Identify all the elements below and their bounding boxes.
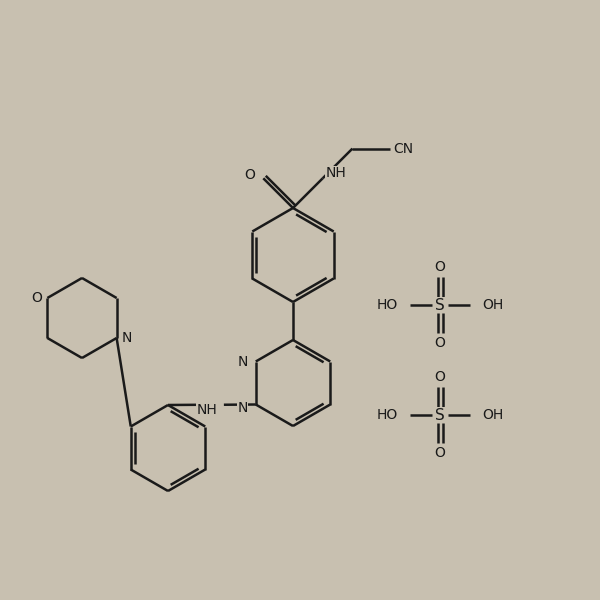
Text: O: O [434, 446, 445, 460]
Text: N: N [238, 401, 248, 415]
Text: N: N [122, 331, 132, 345]
Text: O: O [244, 169, 256, 182]
Text: CN: CN [394, 142, 413, 155]
Text: O: O [434, 336, 445, 350]
Text: NH: NH [197, 403, 217, 417]
Text: OH: OH [482, 408, 503, 422]
Text: HO: HO [377, 298, 398, 312]
Text: O: O [434, 260, 445, 274]
Text: S: S [435, 298, 445, 313]
Text: NH: NH [326, 166, 346, 181]
Text: HO: HO [377, 408, 398, 422]
Text: O: O [434, 370, 445, 384]
Text: OH: OH [482, 298, 503, 312]
Text: N: N [238, 355, 248, 368]
Text: O: O [31, 291, 43, 305]
Text: S: S [435, 407, 445, 422]
